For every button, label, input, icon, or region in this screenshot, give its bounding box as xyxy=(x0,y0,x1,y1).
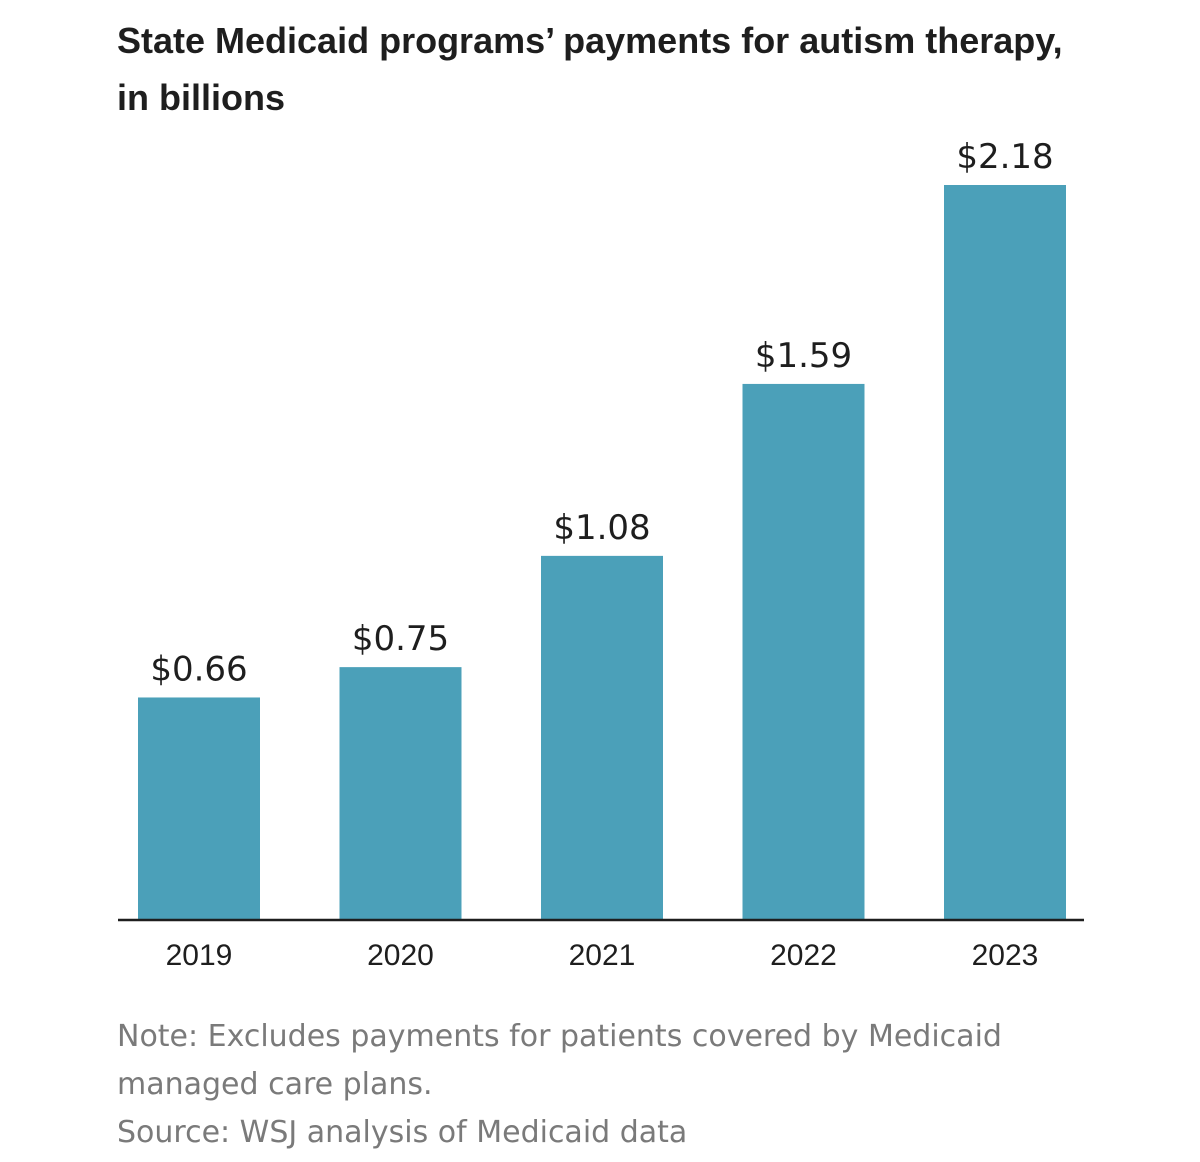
bar-2021 xyxy=(541,555,663,920)
x-tick-label-2021: 2021 xyxy=(569,939,636,972)
x-tick-label-2022: 2022 xyxy=(770,939,837,972)
bar-2019 xyxy=(138,697,260,920)
x-tick-label-2023: 2023 xyxy=(972,939,1039,972)
value-label-2023: $2.18 xyxy=(956,137,1053,177)
value-label-2020: $0.75 xyxy=(352,619,449,659)
bar-2020 xyxy=(339,667,462,920)
value-label-2019: $0.66 xyxy=(150,649,247,689)
value-label-2021: $1.08 xyxy=(553,508,650,548)
bar-2022 xyxy=(742,383,865,921)
footer-note: Note: Excludes payments for patients cov… xyxy=(117,1019,1002,1102)
chart-title: State Medicaid programs’ payments for au… xyxy=(117,20,1063,118)
x-tick-label-2020: 2020 xyxy=(367,939,434,972)
bar-2023 xyxy=(944,185,1066,920)
chart-footer: Note: Excludes payments for patients cov… xyxy=(117,1013,1157,1157)
bar-chart: $0.66 2019 $0.75 2020 $1.08 2021 $1.59 2022 $2.1… xyxy=(118,137,1084,972)
x-tick-label-2019: 2019 xyxy=(166,939,233,972)
value-label-2022: $1.59 xyxy=(755,336,852,376)
footer-source: Source: WSJ analysis of Medicaid data xyxy=(117,1115,688,1150)
